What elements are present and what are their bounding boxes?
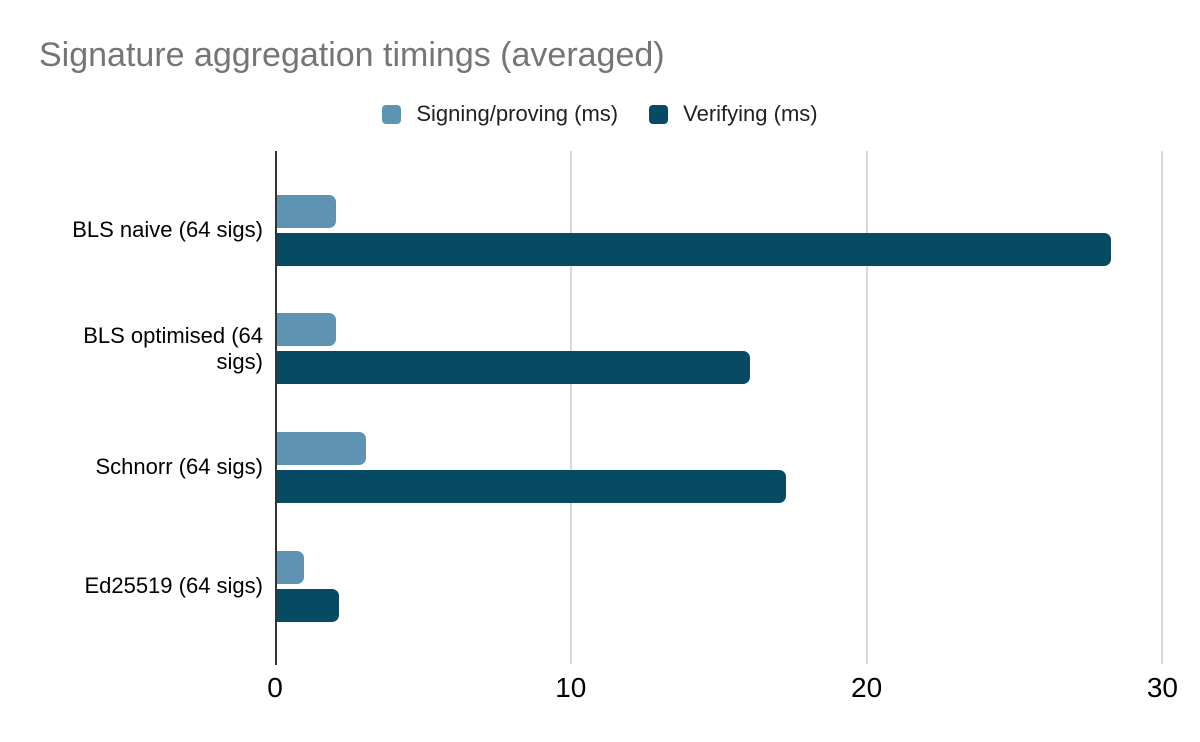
category-label-0: BLS naive (64 sigs) <box>72 217 263 243</box>
legend: Signing/proving (ms) Verifying (ms) <box>0 101 1200 127</box>
x-tick-label-30: 30 <box>1146 672 1178 703</box>
bar-signing-2 <box>277 431 366 465</box>
x-tick-label-10: 10 <box>555 672 587 703</box>
gridline-x-30 <box>1161 151 1164 664</box>
legend-label-signing: Signing/proving (ms) <box>416 101 619 126</box>
legend-item-verifying: Verifying (ms) <box>649 101 818 127</box>
bar-signing-3 <box>277 550 304 584</box>
bar-group-2 <box>277 408 1184 527</box>
gridline-x-10 <box>569 151 572 664</box>
gridline-x-20 <box>865 151 868 664</box>
x-tick-label-20: 20 <box>851 672 883 703</box>
bar-verifying-1 <box>277 351 751 385</box>
chart-title: Signature aggregation timings (averaged) <box>39 36 665 74</box>
bar-group-3 <box>277 527 1184 646</box>
category-label-2: Schnorr (64 sigs) <box>95 454 263 480</box>
legend-label-verifying: Verifying (ms) <box>683 101 818 126</box>
legend-swatch-verifying-icon <box>649 104 669 124</box>
legend-item-signing: Signing/proving (ms) <box>382 101 618 127</box>
bar-verifying-2 <box>277 469 786 503</box>
y-axis-line <box>275 151 277 665</box>
bar-verifying-0 <box>277 232 1112 266</box>
bar-signing-0 <box>277 194 337 228</box>
legend-swatch-signing-icon <box>382 104 402 124</box>
bar-signing-1 <box>277 313 337 347</box>
bar-group-0 <box>277 171 1184 290</box>
bar-verifying-3 <box>277 588 340 622</box>
plot-area <box>275 151 1184 665</box>
bar-group-1 <box>277 290 1184 409</box>
category-label-1: BLS optimised (64 sigs) <box>83 322 263 374</box>
x-tick-label-0: 0 <box>267 672 283 703</box>
category-label-3: Ed25519 (64 sigs) <box>84 572 263 598</box>
